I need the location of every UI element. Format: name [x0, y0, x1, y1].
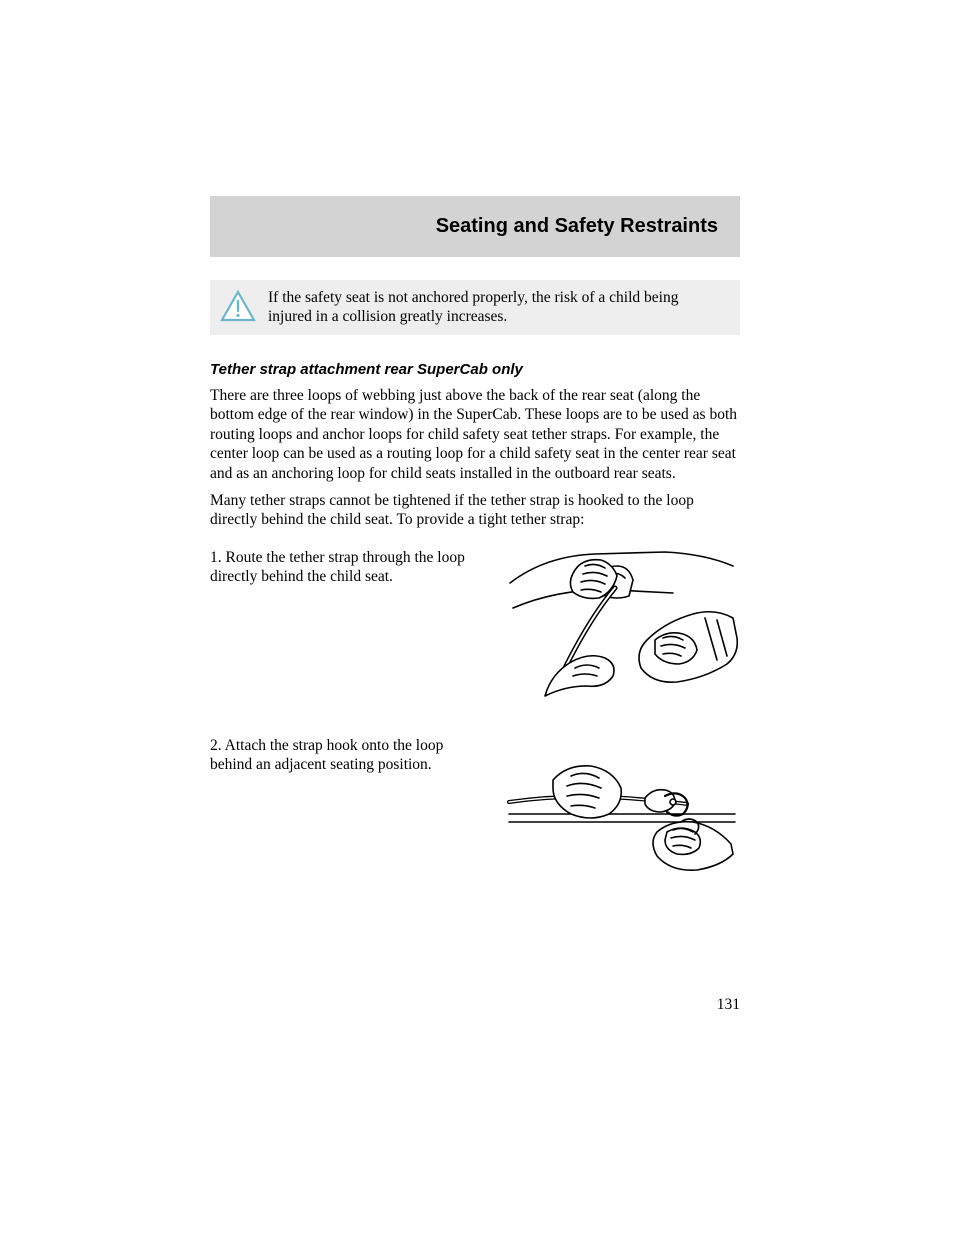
warning-callout: If the safety seat is not anchored prope…: [210, 280, 740, 335]
step-text: 2. Attach the strap hook onto the loop b…: [210, 736, 487, 775]
body-paragraph: There are three loops of webbing just ab…: [210, 386, 740, 483]
section-header-bar: Seating and Safety Restraints: [210, 196, 740, 257]
instruction-step: 1. Route the tether strap through the lo…: [210, 548, 740, 708]
page-content: Seating and Safety Restraints If the saf…: [210, 196, 740, 886]
body-paragraph: Many tether straps cannot be tightened i…: [210, 491, 740, 530]
warning-text: If the safety seat is not anchored prope…: [268, 288, 726, 327]
page-number: 131: [717, 996, 740, 1014]
step-illustration: [505, 736, 740, 886]
warning-triangle-icon: [220, 290, 256, 327]
subsection-heading: Tether strap attachment rear SuperCab on…: [210, 361, 740, 378]
step-text: 1. Route the tether strap through the lo…: [210, 548, 487, 587]
instruction-step: 2. Attach the strap hook onto the loop b…: [210, 736, 740, 886]
section-header-title: Seating and Safety Restraints: [436, 215, 718, 238]
step-illustration: [505, 548, 740, 708]
